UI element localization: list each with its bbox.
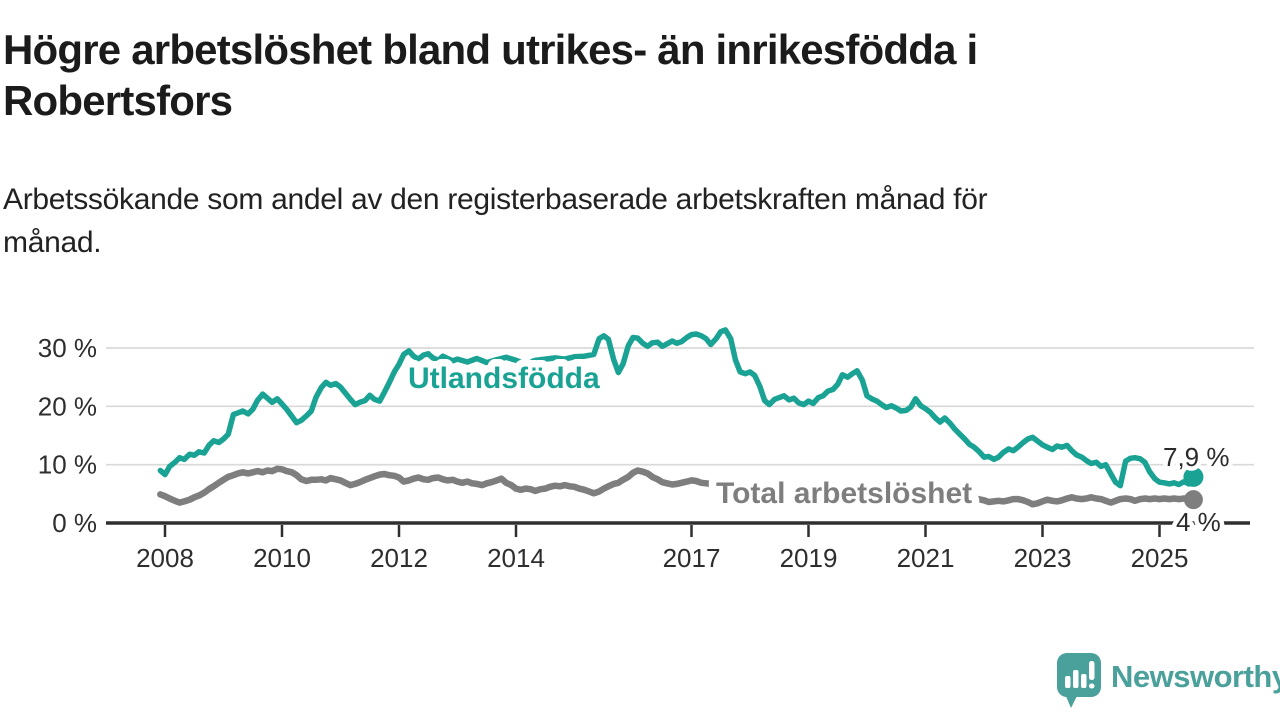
x-tick-label: 2012 xyxy=(370,543,428,573)
data-series xyxy=(157,327,1204,510)
chart-subtitle: Arbetssökande som andel av den registerb… xyxy=(3,178,1193,264)
gridlines xyxy=(106,347,1254,466)
x-tick-label: 2014 xyxy=(487,543,545,573)
newsworthy-wordmark: Newsworthy xyxy=(1111,659,1280,694)
x-axis xyxy=(106,521,1250,537)
series-line-utlandsfodda xyxy=(157,327,1197,489)
end-value-label: 4 % xyxy=(1176,507,1221,537)
series-endpoint-dot xyxy=(1183,490,1203,510)
series-label: Total arbetslöshet xyxy=(716,477,972,510)
title-line-2: Robertsfors xyxy=(3,77,233,124)
y-tick-label: 30 % xyxy=(38,333,97,363)
y-tick-label: 20 % xyxy=(38,391,97,421)
series-endpoint-dot xyxy=(1183,466,1204,487)
y-tick-label: 0 % xyxy=(52,508,97,538)
tick-labels: 0 % 10 % 20 % 30 % 2008 2010 2012 2014 2017 2019 2… xyxy=(38,333,1189,573)
x-tick-label: 2019 xyxy=(780,543,838,573)
series-line-total xyxy=(157,465,1197,508)
newsworthy-bubble-icon xyxy=(1057,653,1101,708)
series-labels: Utlandsfödda Total arbetslöshet 7,9 % 4 % xyxy=(401,355,1235,542)
x-tick-label: 2025 xyxy=(1131,543,1189,573)
x-tick-label: 2023 xyxy=(1014,543,1072,573)
subtitle-line-1: Arbetssökande som andel av den registerb… xyxy=(3,183,988,216)
y-tick-label: 10 % xyxy=(38,450,97,480)
title-line-1: Högre arbetslöshet bland utrikes- än inr… xyxy=(3,26,978,73)
x-tick-label: 2017 xyxy=(663,543,721,573)
subtitle-line-2: månad. xyxy=(3,226,102,259)
page-title: Högre arbetslöshet bland utrikes- än inr… xyxy=(3,24,1153,126)
x-tick-label: 2021 xyxy=(897,543,955,573)
x-tick-label: 2010 xyxy=(253,543,311,573)
x-tick-label: 2008 xyxy=(136,543,194,573)
newsworthy-logo[interactable]: Newsworthy xyxy=(1056,652,1280,710)
series-label: Utlandsfödda xyxy=(408,362,600,395)
end-value-label: 7,9 % xyxy=(1163,442,1230,472)
